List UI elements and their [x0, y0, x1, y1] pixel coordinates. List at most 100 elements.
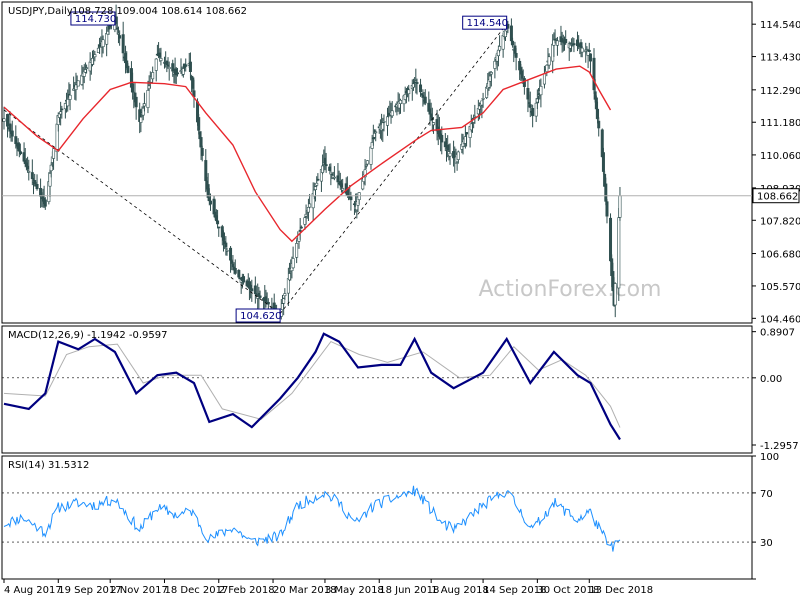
candle-down	[419, 84, 423, 93]
rsi-series-line	[3, 485, 621, 552]
candle-up	[2, 118, 6, 122]
candle-down	[17, 143, 21, 152]
candle-up	[456, 151, 460, 160]
candle-up	[555, 40, 559, 46]
candle-down	[200, 147, 204, 156]
candle-down	[6, 114, 10, 127]
watermark: ActionForex.com	[479, 277, 662, 302]
candle-down	[121, 34, 125, 54]
candle-up	[498, 46, 502, 51]
candle-down	[415, 82, 419, 84]
price-axis-label: 113.430	[760, 53, 800, 64]
candle-up	[295, 243, 299, 258]
candle-up	[291, 258, 295, 269]
candle-up	[141, 107, 145, 116]
candle-up	[617, 217, 621, 289]
rsi-title: RSI(14) 31.5312	[8, 460, 89, 471]
candle-up	[613, 283, 617, 306]
panel-frame-3	[1, 455, 753, 580]
candle-down	[299, 226, 303, 229]
candle-up	[314, 186, 318, 191]
candle-up	[146, 90, 150, 108]
date-axis-label: 3 May 2018	[325, 585, 384, 596]
candle-up	[154, 58, 158, 71]
candle-down	[199, 137, 203, 148]
annotation-label: 114.540	[467, 18, 508, 29]
candle-up	[473, 115, 477, 118]
rsi-axis-label: 30	[760, 538, 773, 549]
candle-down	[522, 78, 526, 87]
candle-up	[282, 298, 286, 304]
candle-down	[242, 276, 246, 283]
candle-up	[283, 293, 287, 297]
candles	[2, 4, 622, 320]
candle-down	[423, 96, 427, 104]
candle-down	[511, 40, 515, 46]
candle-up	[76, 80, 80, 87]
candle-down	[526, 88, 530, 100]
candle-down	[266, 301, 270, 305]
rsi-axis-label: 70	[760, 489, 773, 500]
price-axis-label: 114.540	[760, 20, 800, 31]
candle-down	[217, 226, 221, 229]
candle-down	[233, 267, 237, 274]
macd-series-macd	[3, 332, 621, 441]
last-price-label: 108.662	[757, 192, 798, 203]
candle-down	[564, 38, 568, 44]
candle-down	[171, 63, 175, 72]
price-axis-label: 111.180	[760, 118, 800, 129]
candle-up	[385, 116, 389, 126]
panel-frame-2	[1, 325, 753, 454]
candle-down	[465, 132, 469, 135]
candle-up	[101, 39, 105, 47]
candle-up	[374, 131, 378, 134]
candle-down	[298, 229, 302, 232]
candle-down	[324, 164, 328, 167]
date-axis-label: 4 Aug 2017	[4, 585, 62, 596]
candle-down	[579, 42, 583, 48]
date-axis-label: 13 Dec 2018	[589, 585, 653, 596]
candle-down	[229, 247, 233, 261]
candle-up	[390, 110, 394, 117]
candle-up	[534, 102, 538, 117]
candle-down	[209, 200, 213, 205]
candle-down	[601, 152, 605, 172]
macd-axis-label: 0.8907	[760, 328, 795, 339]
candle-down	[588, 53, 592, 62]
moving-average-line	[3, 65, 612, 243]
candle-up	[539, 86, 543, 96]
candle-down	[19, 151, 23, 155]
trendline	[3, 109, 281, 314]
price-axis-label: 105.570	[760, 282, 800, 293]
candle-up	[432, 122, 436, 126]
date-axis-label: 30 Oct 2018	[537, 585, 599, 596]
macd-title: MACD(12,26,9) -1.1942 -0.9597	[8, 330, 168, 341]
annotation-box	[462, 15, 508, 30]
candle-down	[253, 285, 257, 295]
candle-down	[43, 199, 47, 207]
candle-down	[237, 269, 241, 278]
date-axis-label: 1 Aug 2018	[431, 585, 489, 596]
candle-down	[514, 52, 518, 58]
candle-up	[308, 203, 312, 208]
date-axis-label: 2 Feb 2018	[219, 585, 275, 596]
candle-up	[151, 72, 155, 80]
candle-down	[35, 184, 39, 190]
macd-axis-label: -1.2957	[760, 441, 799, 452]
candle-up	[542, 73, 546, 85]
candle-up	[363, 169, 367, 178]
annotation-label: 114.730	[75, 14, 116, 25]
candle-up	[618, 195, 622, 218]
candle-up	[364, 164, 368, 167]
trendline	[279, 23, 507, 314]
date-axis-label: 19 Sep 2017	[58, 585, 121, 596]
candle-up	[545, 64, 549, 72]
candle-down	[250, 288, 254, 292]
candle-up	[48, 173, 52, 187]
candle-down	[184, 64, 188, 67]
ohlc-label: 108.728 109.004 108.614 108.662	[72, 6, 247, 17]
candle-up	[225, 249, 229, 252]
price-axis-label: 106.680	[760, 250, 800, 261]
candle-up	[68, 94, 72, 100]
